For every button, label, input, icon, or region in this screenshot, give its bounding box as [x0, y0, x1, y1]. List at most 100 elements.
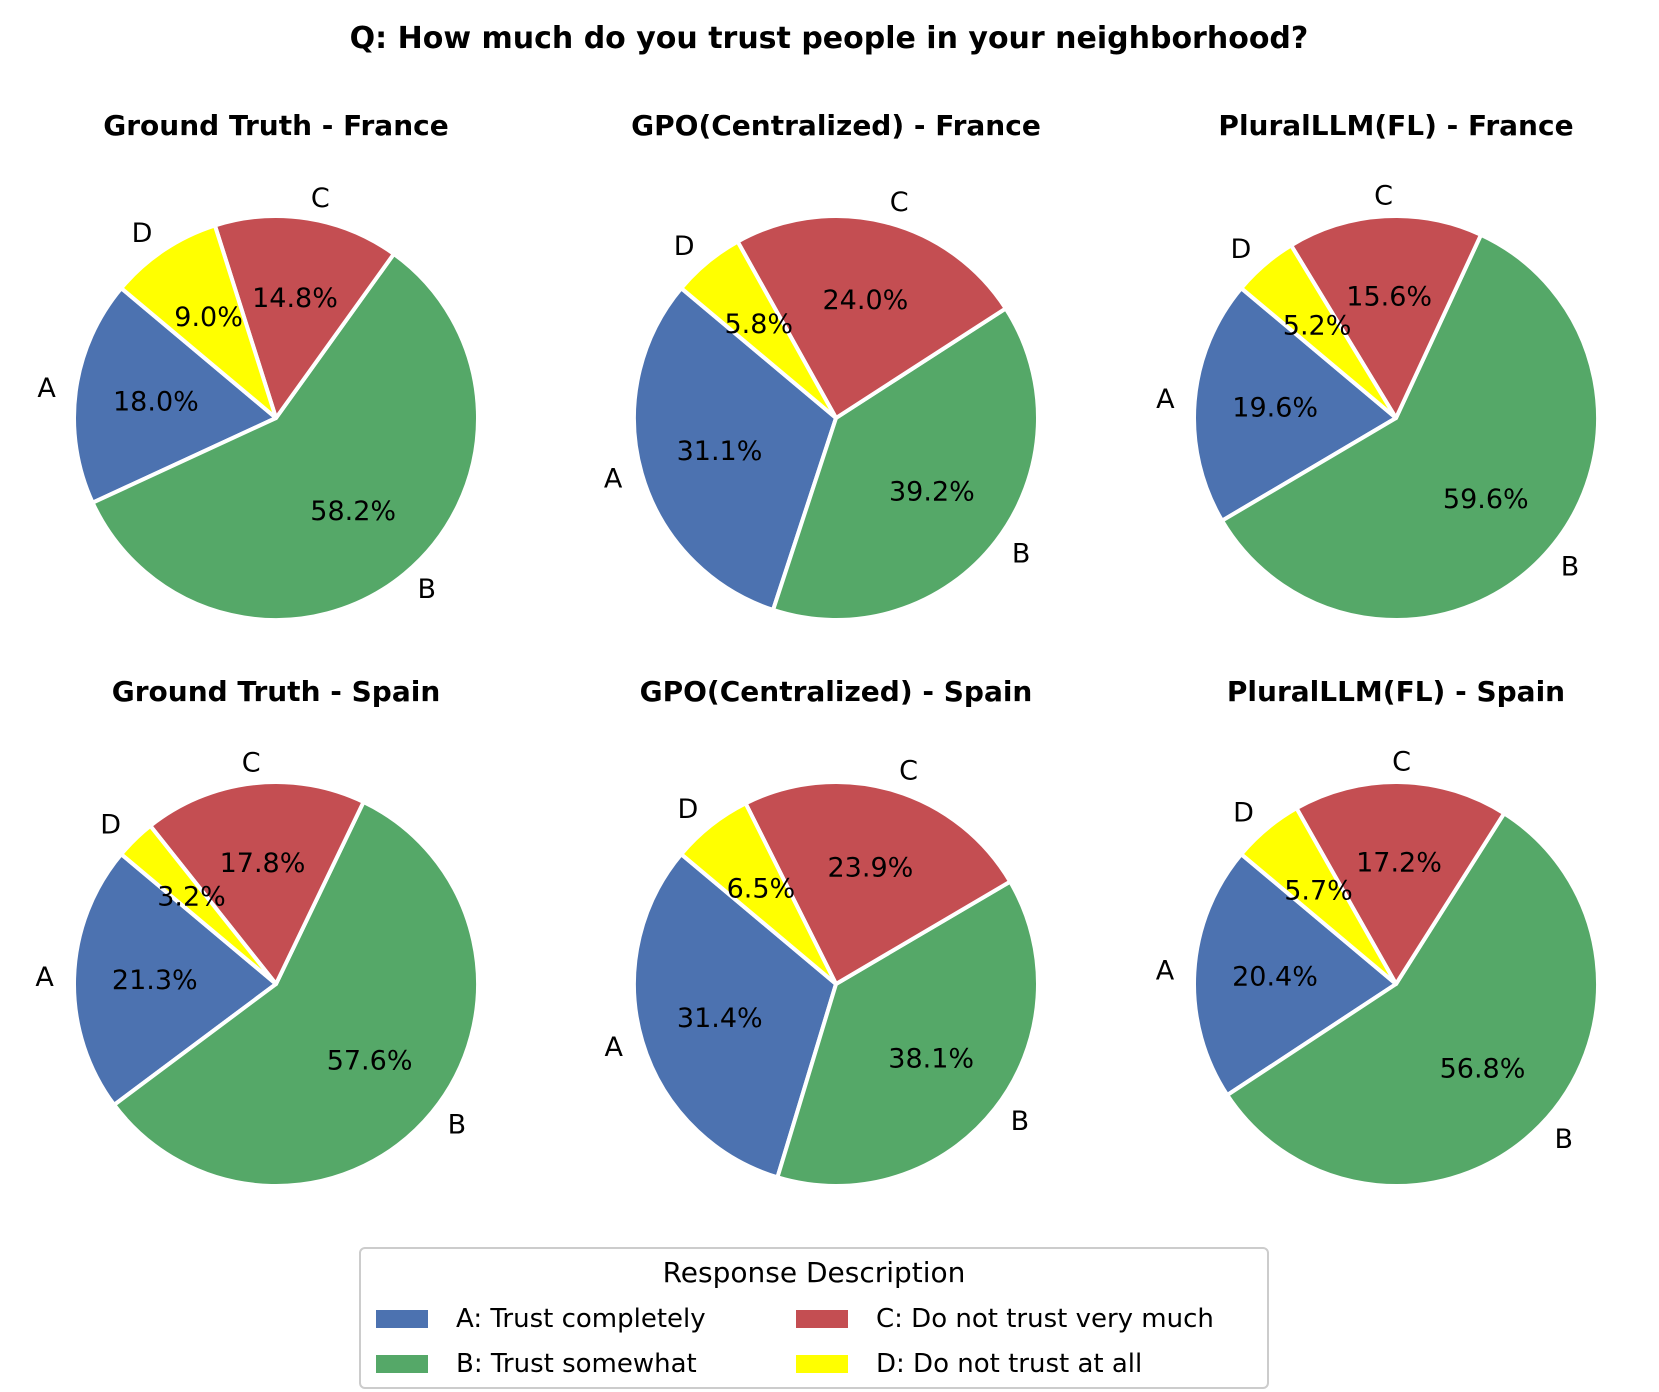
category-label-d: D [100, 809, 121, 840]
percent-label-c: 17.8% [220, 848, 306, 879]
wedge-a [72, 852, 278, 1107]
pie-title: PluralLLM(FL) - Spain [1227, 675, 1565, 708]
percent-label-c: 17.2% [1356, 847, 1442, 878]
category-label-d: D [1233, 798, 1254, 829]
legend-item-a: A: Trust completely [376, 1304, 706, 1334]
wedge-b [1225, 811, 1600, 1189]
legend-item-c: C: Do not trust very much [796, 1304, 1214, 1334]
wedge-labels: 18.0% A 58.2% B 14.8% C 9.0% D [37, 183, 436, 605]
legend-swatch-a [376, 1310, 428, 1328]
legend-item-d: D: Do not trust at all [796, 1349, 1142, 1379]
wedge-c [212, 214, 396, 420]
wedges [72, 780, 480, 1189]
wedges [72, 214, 480, 622]
legend-label: D: Do not trust at all [876, 1349, 1142, 1379]
wedge-b [90, 251, 480, 622]
percent-label-a: 31.1% [677, 436, 763, 467]
wedge-c [1289, 214, 1483, 420]
category-label-b: B [418, 574, 437, 605]
category-label-a: A [35, 962, 54, 993]
category-label-b: B [1011, 1106, 1030, 1137]
wedge-c [735, 214, 1008, 420]
wedge-d [1239, 806, 1398, 986]
legend-item-b: B: Trust somewhat [376, 1349, 697, 1379]
wedge-d [679, 239, 838, 420]
category-label-d: D [674, 231, 695, 262]
percent-label-a: 19.6% [1232, 393, 1318, 424]
percent-label-d: 5.8% [724, 309, 793, 340]
wedge-labels: 21.3% A 57.6% B 17.8% C 3.2% D [35, 748, 466, 1141]
wedge-b [112, 799, 480, 1189]
percent-label-b: 59.6% [1443, 484, 1529, 515]
category-label-d: D [1231, 234, 1252, 265]
legend-label: C: Do not trust very much [876, 1304, 1214, 1334]
pie-gpo-centralized-spain: GPO(Centralized) - Spain 31.4% A 38.1% B 23.9… [605, 675, 1040, 1188]
wedge-b [1220, 232, 1600, 622]
wedge-d [119, 223, 278, 420]
wedge-d [1239, 243, 1398, 420]
pie-ground-truth-france: Ground Truth - France 18.0% A 58.2% B 14.8% C 9… [37, 109, 480, 622]
percent-label-c: 14.8% [252, 283, 338, 314]
percent-label-b: 56.8% [1440, 1053, 1526, 1084]
category-label-b: B [448, 1110, 467, 1141]
legend-title: Response Description [663, 1256, 966, 1289]
category-label-a: A [1156, 384, 1175, 415]
pie-title: Ground Truth - France [103, 109, 448, 142]
pie-title: PluralLLM(FL) - France [1218, 109, 1573, 142]
percent-label-a: 20.4% [1232, 962, 1318, 993]
percent-label-c: 15.6% [1346, 282, 1432, 313]
category-label-c: C [890, 187, 909, 218]
category-label-d: D [132, 218, 153, 249]
pie-gpo-centralized-france: GPO(Centralized) - France 31.1% A 39.2% B 24.… [604, 109, 1041, 622]
pie-title: GPO(Centralized) - France [631, 109, 1041, 142]
figure-title: Q: How much do you trust people in your … [350, 21, 1309, 56]
wedge-a [1192, 286, 1398, 523]
percent-label-a: 31.4% [677, 1003, 763, 1034]
percent-label-d: 5.2% [1283, 311, 1352, 342]
category-label-c: C [1374, 181, 1393, 212]
percent-label-c: 24.0% [823, 285, 909, 316]
legend-swatch-c [796, 1310, 848, 1328]
percent-label-b: 58.2% [310, 496, 396, 527]
category-label-c: C [311, 183, 330, 214]
percent-label-a: 21.3% [112, 965, 198, 996]
category-label-c: C [899, 755, 918, 786]
wedge-b [771, 306, 1040, 622]
wedge-labels: 20.4% A 56.8% B 17.2% C 5.7% D [1156, 746, 1573, 1155]
wedge-labels: 19.6% A 59.6% B 15.6% C 5.2% D [1156, 181, 1579, 583]
pie-pluralllm-fl-spain: PluralLLM(FL) - Spain 20.4% A 56.8% B 17.2% C 5… [1156, 675, 1600, 1189]
wedges [1192, 780, 1600, 1189]
wedge-b [775, 879, 1040, 1188]
percent-label-b: 57.6% [327, 1046, 413, 1077]
legend-swatch-b [376, 1355, 428, 1373]
wedge-a [632, 852, 838, 1180]
category-label-b: B [1012, 538, 1031, 569]
percent-label-d: 9.0% [174, 302, 243, 333]
percent-label-d: 6.5% [727, 873, 796, 904]
category-label-c: C [242, 748, 261, 779]
legend-label: B: Trust somewhat [456, 1349, 697, 1379]
category-label-a: A [1156, 956, 1175, 987]
wedge-labels: 31.4% A 38.1% B 23.9% C 6.5% D [605, 755, 1030, 1137]
pie-grid: Ground Truth - France 18.0% A 58.2% B 14.8% C 9… [35, 109, 1600, 1189]
wedges [632, 214, 1040, 622]
wedge-c [148, 780, 366, 986]
legend-label: A: Trust completely [456, 1304, 706, 1334]
percent-label-d: 3.2% [157, 882, 226, 913]
legend: Response Description A: Trust completely C… [359, 1247, 1269, 1389]
wedge-labels: 31.1% A 39.2% B 24.0% C 5.8% D [604, 187, 1031, 569]
percent-label-b: 39.2% [889, 477, 975, 508]
pie-title: GPO(Centralized) - Spain [640, 675, 1033, 708]
category-label-d: D [678, 794, 699, 825]
wedge-c [1294, 780, 1507, 986]
percent-label-b: 38.1% [888, 1043, 974, 1074]
category-label-b: B [1561, 552, 1580, 583]
wedge-d [119, 823, 278, 986]
category-label-b: B [1555, 1124, 1574, 1155]
percent-label-a: 18.0% [113, 387, 199, 418]
legend-swatch-d [796, 1355, 848, 1373]
wedges [1192, 214, 1600, 622]
wedge-a [1192, 852, 1398, 1098]
wedge-d [679, 801, 838, 986]
